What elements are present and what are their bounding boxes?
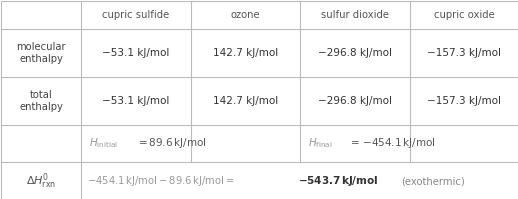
Text: molecular
enthalpy: molecular enthalpy	[17, 42, 66, 64]
Text: 142.7 kJ/mol: 142.7 kJ/mol	[213, 48, 278, 58]
Text: sulfur dioxide: sulfur dioxide	[321, 10, 389, 20]
Text: −296.8 kJ/mol: −296.8 kJ/mol	[318, 48, 392, 58]
Text: $=\,{-454.1}\,\mathrm{kJ/mol}$: $=\,{-454.1}\,\mathrm{kJ/mol}$	[348, 137, 436, 150]
Text: cupric sulfide: cupric sulfide	[103, 10, 170, 20]
Text: $-454.1\,\mathrm{kJ/mol} - 89.6\,\mathrm{kJ/mol} = $: $-454.1\,\mathrm{kJ/mol} - 89.6\,\mathrm…	[88, 174, 235, 188]
Text: $H_{\mathrm{final}}$: $H_{\mathrm{final}}$	[308, 137, 333, 150]
Text: $\mathbf{-543.7\,kJ/mol}$: $\mathbf{-543.7\,kJ/mol}$	[298, 174, 379, 188]
Text: $\Delta H^0_{\mathrm{rxn}}$: $\Delta H^0_{\mathrm{rxn}}$	[26, 171, 56, 191]
Text: −53.1 kJ/mol: −53.1 kJ/mol	[103, 48, 170, 58]
Text: 142.7 kJ/mol: 142.7 kJ/mol	[213, 96, 278, 106]
Text: (exothermic): (exothermic)	[401, 176, 465, 186]
Text: total
enthalpy: total enthalpy	[19, 90, 63, 112]
Text: −157.3 kJ/mol: −157.3 kJ/mol	[427, 48, 501, 58]
Text: cupric oxide: cupric oxide	[434, 10, 495, 20]
Text: −53.1 kJ/mol: −53.1 kJ/mol	[103, 96, 170, 106]
Text: ozone: ozone	[231, 10, 260, 20]
Text: $= 89.6\,\mathrm{kJ/mol}$: $= 89.6\,\mathrm{kJ/mol}$	[136, 137, 206, 150]
Text: −157.3 kJ/mol: −157.3 kJ/mol	[427, 96, 501, 106]
Text: $H_{\mathrm{initial}}$: $H_{\mathrm{initial}}$	[89, 137, 119, 150]
Text: −296.8 kJ/mol: −296.8 kJ/mol	[318, 96, 392, 106]
